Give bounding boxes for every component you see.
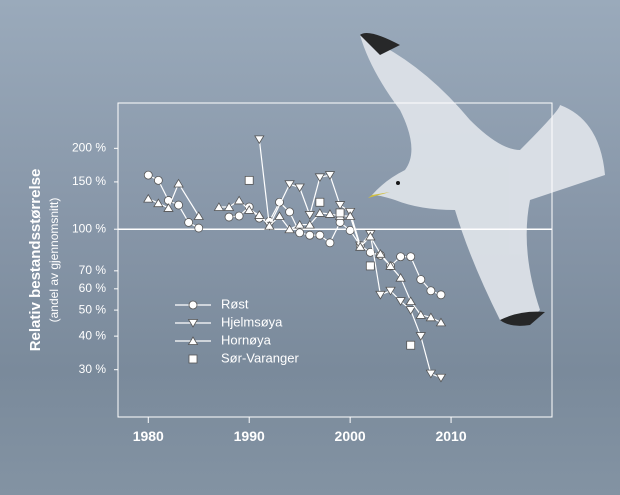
marker <box>385 286 396 296</box>
y-tick-label: 30 % <box>79 362 107 376</box>
marker <box>315 197 325 207</box>
marker <box>405 296 416 306</box>
x-tick-label: 1990 <box>234 428 265 444</box>
marker <box>324 171 336 180</box>
marker <box>304 219 315 229</box>
marker <box>304 211 315 220</box>
marker <box>324 209 336 218</box>
marker <box>153 175 163 185</box>
x-tick-label: 2010 <box>435 428 466 444</box>
x-tick-label: 2000 <box>335 428 366 444</box>
y-tick-label: 50 % <box>79 302 107 316</box>
y-tick-label: 40 % <box>79 328 107 342</box>
marker <box>174 200 183 210</box>
y-tick-label: 70 % <box>79 263 107 277</box>
marker <box>223 202 235 211</box>
legend-label: Røst <box>221 296 249 311</box>
marker <box>435 373 447 383</box>
marker <box>213 202 225 211</box>
marker <box>314 173 326 183</box>
marker <box>244 175 254 185</box>
marker <box>395 272 406 282</box>
marker <box>375 290 386 300</box>
marker <box>406 340 416 350</box>
marker <box>224 212 234 222</box>
marker <box>395 297 406 306</box>
marker <box>284 224 295 234</box>
marker <box>415 310 426 319</box>
marker <box>415 332 426 341</box>
marker <box>244 205 255 214</box>
marker <box>425 369 437 379</box>
marker <box>143 170 153 180</box>
marker <box>274 211 285 220</box>
marker <box>295 228 305 238</box>
legend-label: Sør-Varanger <box>221 350 299 365</box>
marker <box>294 183 305 193</box>
gull-photo <box>360 32 605 326</box>
marker <box>375 249 386 258</box>
marker <box>188 354 198 364</box>
marker <box>436 290 446 300</box>
marker <box>194 223 204 233</box>
y-sublabel: (andel av gjennomsnitt) <box>47 198 61 323</box>
marker <box>315 230 325 240</box>
marker <box>143 193 154 203</box>
marker <box>188 300 198 310</box>
marker <box>234 211 244 221</box>
marker <box>416 275 426 284</box>
x-tick-label: 1980 <box>133 428 164 444</box>
marker <box>193 211 204 220</box>
marker <box>426 286 436 296</box>
marker <box>184 218 194 227</box>
y-tick-label: 60 % <box>79 281 107 295</box>
marker <box>405 306 416 315</box>
marker <box>305 230 315 240</box>
legend-label: Hornøya <box>221 332 272 347</box>
marker <box>365 261 375 271</box>
y-tick-label: 200 % <box>72 141 106 155</box>
marker <box>254 135 265 145</box>
marker <box>187 319 199 328</box>
marker <box>425 312 437 322</box>
marker <box>406 252 416 262</box>
marker <box>435 317 447 327</box>
marker <box>163 203 174 212</box>
plot-frame <box>117 102 553 418</box>
marker <box>334 201 346 210</box>
marker <box>264 220 275 230</box>
marker <box>385 261 396 270</box>
marker <box>284 180 295 190</box>
marker <box>173 178 184 188</box>
y-tick-label: 150 % <box>72 174 106 188</box>
marker <box>335 208 345 218</box>
marker <box>254 210 265 219</box>
marker <box>365 247 375 257</box>
marker <box>365 231 376 241</box>
marker <box>294 219 305 229</box>
marker <box>233 195 245 205</box>
marker <box>325 238 335 248</box>
marker <box>344 211 356 220</box>
marker <box>396 252 406 262</box>
y-tick-label: 100 % <box>72 221 106 235</box>
marker <box>153 198 164 208</box>
marker <box>285 207 294 217</box>
marker <box>314 208 326 217</box>
marker <box>345 225 355 235</box>
y-label: Relativ bestandsstørrelse <box>27 169 44 352</box>
plot: 30 % 40 % 50 % 60 % 70 % 100 % 150 % 200 % 1980 1… <box>72 135 552 444</box>
legend-label: Hjelmsøya <box>221 314 283 329</box>
marker <box>355 242 366 251</box>
marker <box>187 336 199 345</box>
